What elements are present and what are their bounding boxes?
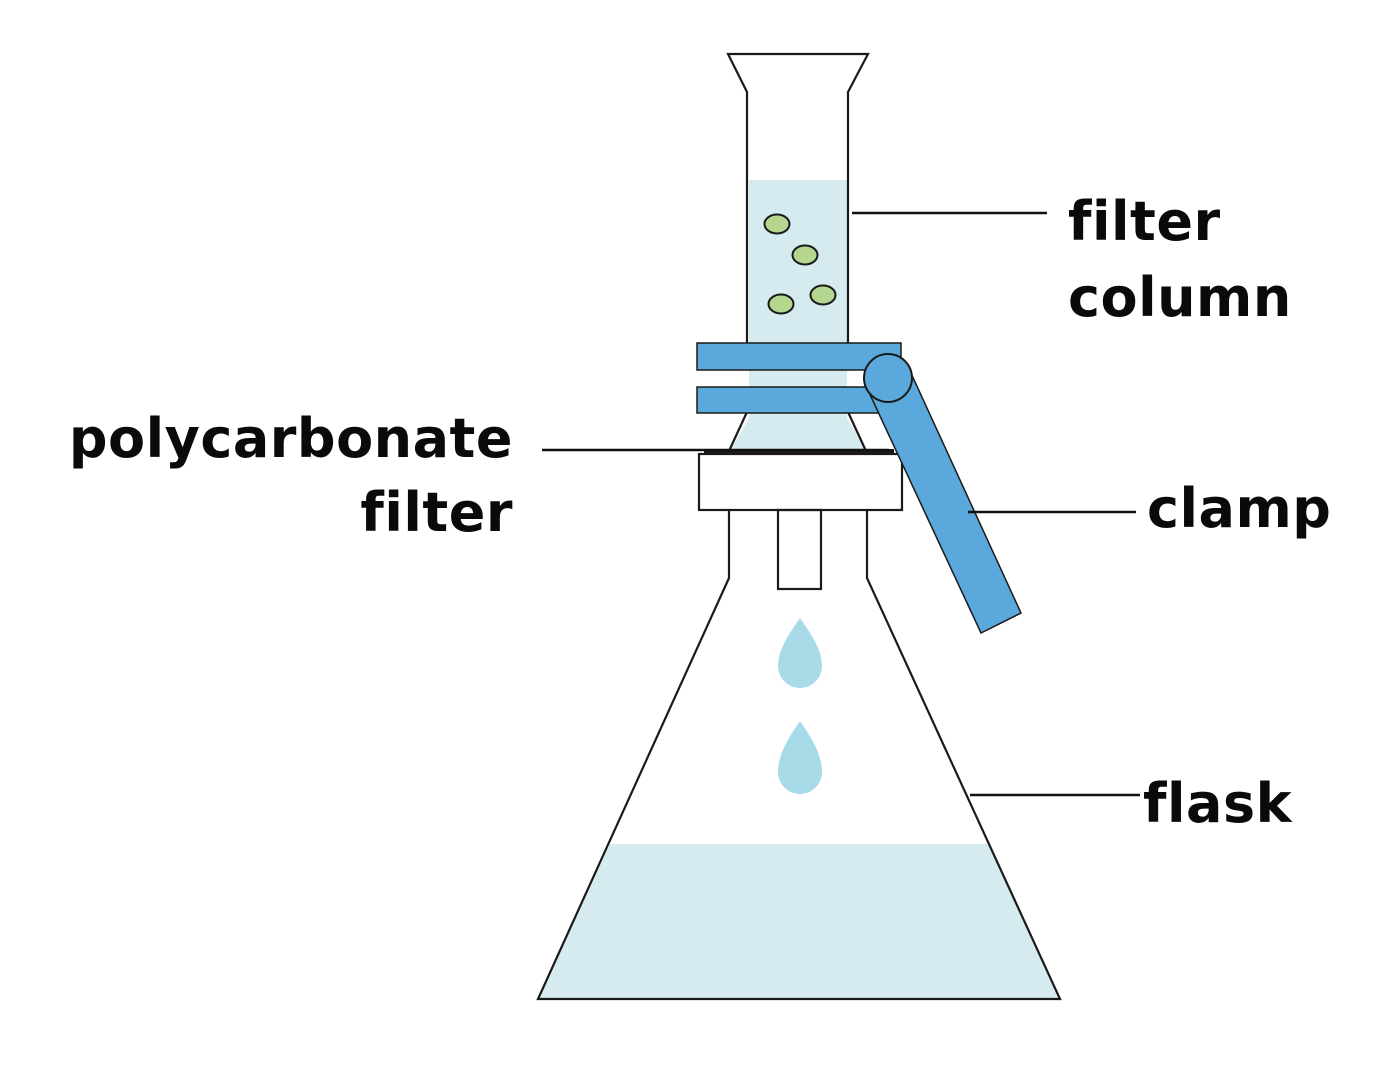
particle (791, 244, 819, 266)
flask-liquid (538, 844, 1060, 999)
label-filter-column-line1: filter (1068, 190, 1221, 253)
label-flask: flask (1143, 772, 1293, 835)
filter-column (726, 52, 870, 452)
particle (767, 293, 795, 315)
droplet (778, 618, 822, 688)
funnel-base-outline (728, 411, 867, 452)
labels: filter column polycarbonate filter clamp… (69, 190, 1331, 835)
filter-base (697, 452, 904, 512)
funnel-base-liquid (730, 418, 866, 451)
label-clamp: clamp (1147, 477, 1331, 540)
clamp-arm (864, 370, 1022, 635)
flask (536, 510, 1062, 1001)
leader-lines (542, 211, 1140, 797)
label-polycarbonate-filter-line2: filter (360, 481, 513, 544)
droplet (778, 721, 822, 794)
particle (763, 213, 791, 235)
flask-outline (536, 510, 1062, 1001)
particle (809, 284, 837, 306)
droplets (778, 618, 822, 794)
clamp-pivot (863, 353, 913, 403)
label-filter-column-line2: column (1068, 266, 1292, 329)
clamp (696, 342, 1022, 635)
column-outline (726, 52, 870, 345)
label-polycarbonate-filter-line1: polycarbonate (69, 407, 513, 470)
clamp-jaw-bottom (696, 386, 889, 414)
filter-stem (776, 508, 823, 591)
particles (763, 213, 837, 315)
